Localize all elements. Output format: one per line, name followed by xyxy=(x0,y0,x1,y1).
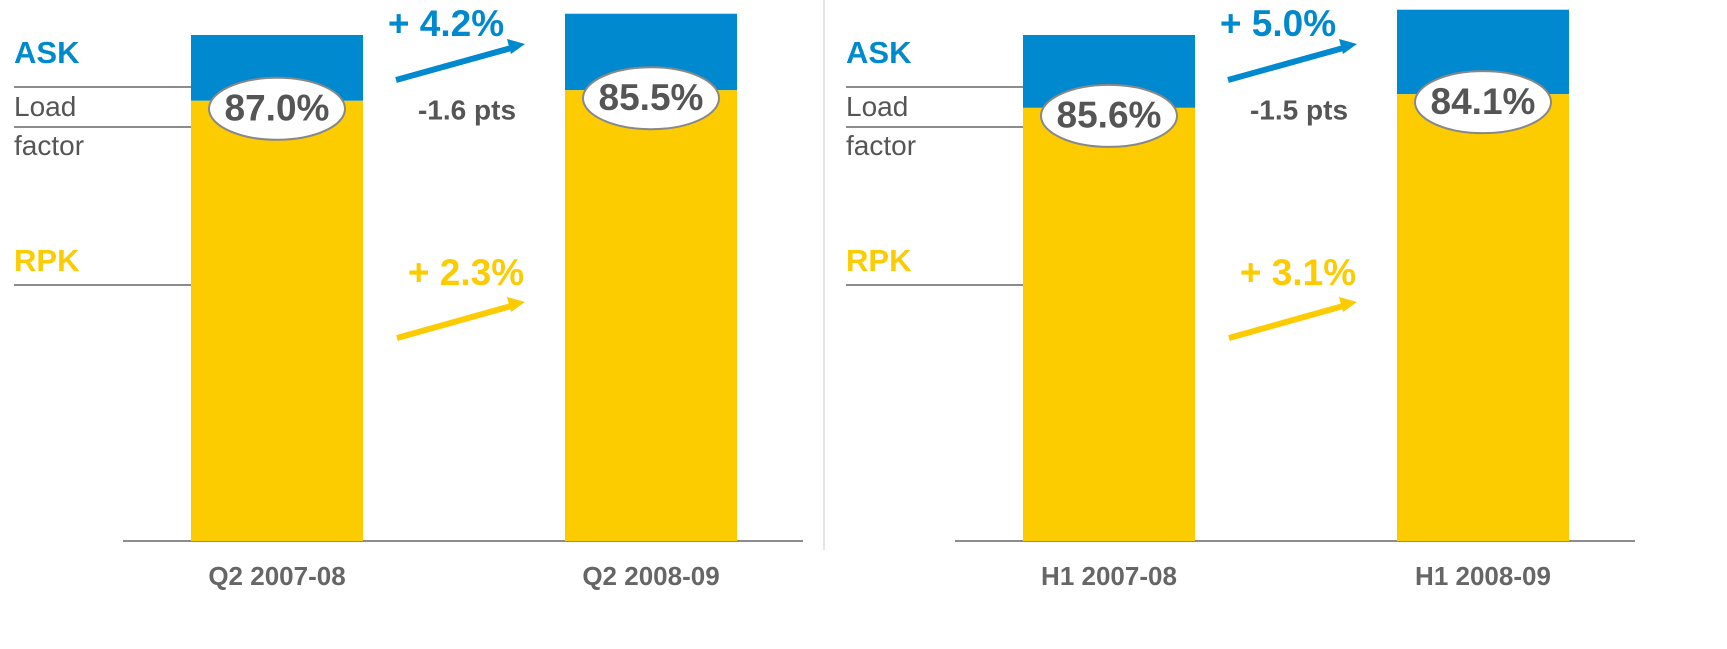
load-factor-legend: Load factor xyxy=(846,91,917,161)
ask-legend: ASK xyxy=(846,35,912,70)
rpk-bar xyxy=(1397,94,1569,541)
rpk-bar xyxy=(1023,107,1195,541)
load-factor-ellipse xyxy=(1414,70,1552,135)
rpk-bar xyxy=(565,90,737,542)
rpk-arrow xyxy=(1228,302,1346,341)
load-factor-label: 85.5% xyxy=(599,77,704,118)
rpk-growth: + 3.1% xyxy=(1240,252,1356,293)
ask-arrow xyxy=(395,44,514,83)
ask-growth: + 5.0% xyxy=(1220,3,1336,44)
category-label: Q2 2008-09 xyxy=(582,561,719,591)
rpk-arrow xyxy=(396,302,514,341)
rpk-legend: RPK xyxy=(846,243,912,278)
ask-growth: + 4.2% xyxy=(388,3,504,44)
rpk-bar xyxy=(191,100,363,541)
load-factor-ellipse xyxy=(582,66,720,131)
lf-change: -1.5 pts xyxy=(1250,94,1348,125)
rpk-growth: + 2.3% xyxy=(408,252,524,293)
lf-change: -1.6 pts xyxy=(418,94,516,125)
category-label: H1 2007-08 xyxy=(1041,561,1177,591)
rpk-arrow-head xyxy=(507,297,525,312)
load-factor-label: 87.0% xyxy=(225,88,330,129)
ask-legend: ASK xyxy=(14,35,80,70)
load-factor-legend: Load factor xyxy=(14,91,85,161)
load-factor-label: 85.6% xyxy=(1057,95,1162,136)
ask-arrow xyxy=(1227,44,1346,83)
ask-arrow-head xyxy=(1339,39,1357,54)
category-label: Q2 2007-08 xyxy=(208,561,345,591)
load-factor-ellipse xyxy=(1040,83,1178,148)
rpk-legend: RPK xyxy=(14,243,80,278)
category-label: H1 2008-09 xyxy=(1415,561,1551,591)
load-factor-label: 84.1% xyxy=(1431,81,1536,122)
ask-arrow-head xyxy=(507,39,525,54)
rpk-arrow-head xyxy=(1339,297,1357,312)
load-factor-ellipse xyxy=(208,76,346,141)
